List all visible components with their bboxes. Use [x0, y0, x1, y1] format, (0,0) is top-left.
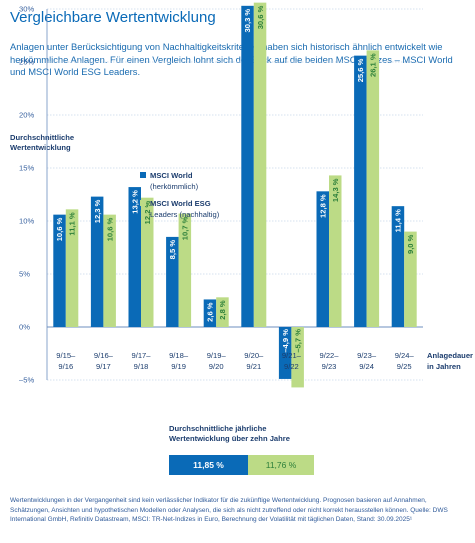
legend-swatch-msci-esg [140, 200, 146, 206]
bar-msci-esg [291, 327, 304, 388]
bar-msci-world [203, 299, 217, 327]
bar-value-label: 26,1 % [369, 53, 378, 77]
x-axis-label: in Jahren [427, 362, 461, 371]
legend-label-msci-world: MSCI World [150, 171, 193, 180]
bar-chart: 30% 25% 20% 15% 10% 5% 0% –5% 10,6 % 11,1 % 9/15– 9… [19, 2, 473, 388]
bar-value-label: 10,7 % [181, 216, 190, 240]
page-title: Vergleichbare Wertentwicklung [10, 9, 216, 26]
y-tick-label: 5% [19, 270, 30, 279]
bar-value-label: 8,5 % [168, 240, 177, 260]
legend-sublabel-msci-world: (herkömmlich) [150, 182, 199, 191]
x-tick-label: 9/17 [96, 362, 111, 371]
y-axis-label: Durchschnittliche Wertentwicklung [10, 133, 75, 152]
bar-msci-world [166, 236, 179, 327]
bar-msci-esg [178, 213, 192, 327]
bar-value-label: 30,6 % [256, 5, 265, 29]
x-axis-label: Anlagedauer [427, 351, 473, 360]
legend-swatch-msci-world [140, 172, 146, 178]
bar-value-label: 11,1 % [68, 212, 77, 235]
bar-msci-world [316, 191, 329, 327]
legend-sublabel-msci-esg: Leaders (nachhaltig) [150, 210, 220, 219]
y-tick-label: 10% [19, 217, 34, 226]
bar-msci-esg [103, 214, 116, 327]
x-tick-label: 9/21– [282, 351, 302, 360]
bar-value-label: 2,6 % [206, 302, 215, 322]
x-tick-label: 9/23 [322, 362, 337, 371]
bar-value-label: –5,7 % [293, 329, 302, 353]
bar-value-label: 2,8 % [218, 300, 227, 320]
x-tick-label: 9/18 [134, 362, 149, 371]
legend-label-msci-esg: MSCI World ESG [150, 199, 211, 208]
x-tick-label: 9/22– [319, 351, 339, 360]
x-tick-label: 9/17– [131, 351, 151, 360]
x-tick-label: 9/15– [56, 351, 76, 360]
bar-msci-world [354, 55, 367, 327]
bar-msci-world [90, 196, 104, 327]
y-tick-label: 15% [19, 164, 34, 173]
bar-msci-esg [366, 50, 380, 328]
bar-msci-world [278, 327, 292, 379]
bar-value-label: 12,3 % [93, 199, 102, 223]
bar-value-label: 9,0 % [406, 234, 415, 254]
bar-value-label: 10,6 % [105, 217, 114, 241]
bar-msci-esg [141, 197, 154, 327]
bar-msci-esg [404, 231, 417, 327]
average-msci-world-bar: 11,85 % [169, 455, 248, 475]
y-tick-label: –5% [19, 376, 34, 385]
bar-value-label: –4,9 % [281, 329, 290, 353]
x-tick-label: 9/19 [171, 362, 186, 371]
bar-value-label: 25,6 % [356, 58, 365, 82]
y-tick-label: 0% [19, 323, 30, 332]
x-tick-label: 9/21 [246, 362, 261, 371]
x-tick-label: 9/20– [244, 351, 264, 360]
bar-value-label: 10,6 % [55, 217, 64, 241]
bar-value-label: 11,4 % [394, 209, 403, 232]
bar-value-label: 14,3 % [331, 178, 340, 202]
x-tick-label: 9/24– [395, 351, 415, 360]
x-tick-label: 9/23– [357, 351, 377, 360]
bar-msci-esg [253, 2, 267, 327]
bar-msci-world [128, 187, 141, 327]
y-tick-label: 25% [19, 58, 34, 67]
x-tick-label: 9/22 [284, 362, 299, 371]
bar-value-label: 12,8 % [318, 194, 327, 218]
x-tick-label: 9/24 [359, 362, 374, 371]
bar-value-label: 30,3 % [243, 9, 252, 33]
x-tick-label: 9/18– [169, 351, 189, 360]
x-tick-label: 9/16– [94, 351, 114, 360]
x-tick-label: 9/20 [209, 362, 224, 371]
x-tick-label: 9/16 [58, 362, 73, 371]
y-tick-label: 30% [19, 5, 34, 14]
average-title: Durchschnittliche jährliche Wertentwickl… [169, 424, 290, 443]
bar-msci-world [241, 5, 254, 327]
footnote: Wertentwicklungen in der Vergangenheit s… [10, 497, 448, 523]
bar-msci-world [391, 206, 405, 327]
bar-msci-esg [329, 175, 342, 327]
x-tick-label: 9/19– [207, 351, 227, 360]
bar-value-label: 12,2 % [143, 200, 152, 224]
bar-msci-esg [216, 297, 229, 327]
bar-msci-world [53, 214, 66, 327]
bar-value-label: 13,2 % [130, 190, 139, 214]
y-tick-label: 20% [19, 111, 34, 120]
average-msci-esg-bar: 11,76 % [248, 455, 314, 475]
x-tick-label: 9/25 [397, 362, 412, 371]
intro-text: Anlagen unter Berücksichtigung von Nachh… [10, 41, 453, 77]
bar-msci-esg [65, 209, 79, 327]
